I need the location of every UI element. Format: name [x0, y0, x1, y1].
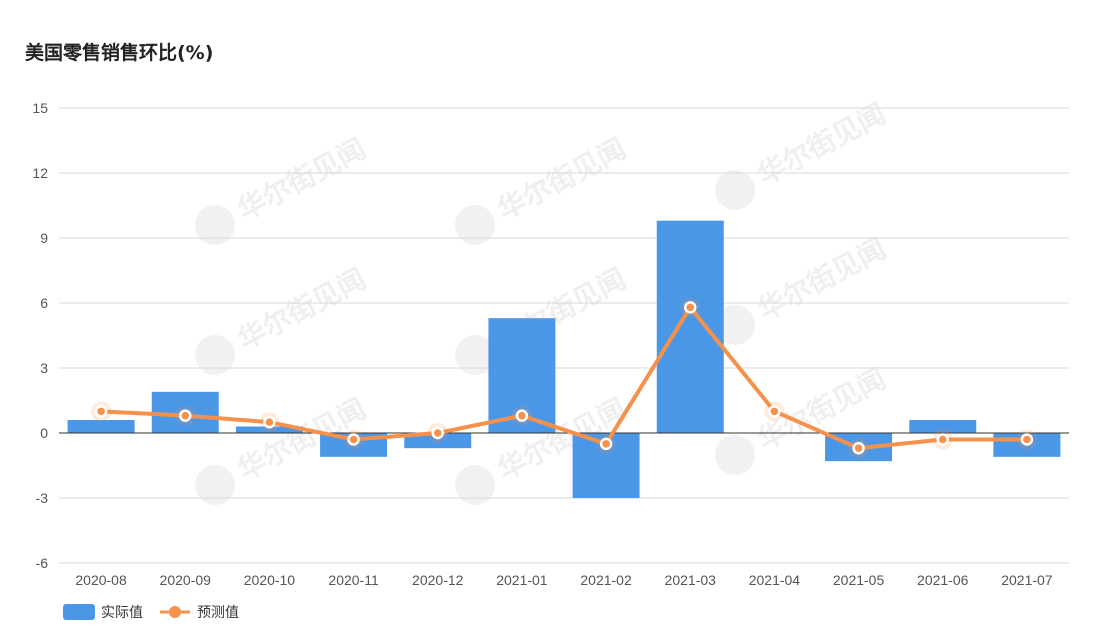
watermark-logo-icon: [715, 170, 755, 210]
forecast-point-2021-03[interactable]: [684, 301, 697, 314]
watermark-text: 华尔街见闻: [232, 132, 371, 227]
legend-swatch-forecast-dot: [169, 606, 181, 618]
x-tick-label: 2020-10: [244, 572, 296, 588]
bar-2020-12[interactable]: [404, 433, 472, 449]
legend-label-actual: 实际值: [101, 605, 143, 621]
y-tick-label: 9: [40, 230, 48, 246]
watermark-logo-icon: [455, 465, 495, 505]
legend-item-actual[interactable]: 实际值: [63, 604, 143, 621]
x-tick-label: 2021-07: [1001, 572, 1053, 588]
bar-2021-03[interactable]: [656, 220, 724, 433]
bar-2020-08[interactable]: [67, 420, 135, 433]
y-tick-label: 3: [40, 360, 48, 376]
x-axis-ticks: 2020-08 2020-09 2020-10 2020-11 2020-12 2021-…: [75, 572, 1052, 588]
forecast-point-2020-09[interactable]: [179, 409, 192, 422]
forecast-point-2021-05[interactable]: [852, 441, 865, 455]
y-tick-label: 6: [40, 295, 48, 311]
forecast-point-2021-06[interactable]: [936, 433, 949, 446]
grid-lines: [59, 107, 1069, 564]
y-tick-label: -3: [36, 490, 49, 506]
watermark: 华尔街见闻: [195, 132, 371, 245]
y-tick-label: 12: [32, 165, 48, 181]
legend-swatch-actual: [63, 604, 95, 620]
y-tick-label: -6: [36, 555, 49, 571]
forecast-point-2020-12[interactable]: [431, 426, 444, 440]
bar-2021-06[interactable]: [909, 420, 977, 433]
watermark: 华尔街见闻: [715, 97, 891, 210]
watermark: 华尔街见闻: [455, 132, 631, 245]
forecast-point-2021-01[interactable]: [515, 409, 529, 422]
watermark-text: 华尔街见闻: [492, 132, 631, 227]
chart-title: 美国零售销售环比(%): [25, 42, 214, 64]
bar-2020-10[interactable]: [235, 426, 303, 434]
watermark-text: 华尔街见闻: [752, 97, 891, 192]
line-series: [91, 297, 1037, 459]
watermark: 华尔街见闻: [715, 232, 891, 345]
watermark-logo-icon: [455, 205, 495, 245]
bar-series: [67, 220, 1061, 498]
watermark-text: 华尔街见闻: [752, 232, 891, 327]
y-tick-label: 15: [32, 100, 48, 116]
watermark-logo-icon: [195, 465, 235, 505]
forecast-point-2020-11[interactable]: [347, 433, 360, 446]
x-tick-label: 2021-03: [665, 572, 717, 588]
x-tick-label: 2021-02: [580, 572, 632, 588]
watermark: 华尔街见闻: [195, 262, 371, 375]
y-axis-ticks: 15 12 9 6 3 0 -3 -6: [32, 100, 48, 571]
legend-label-forecast: 预测值: [197, 605, 239, 621]
watermark: 华尔街见闻: [715, 362, 891, 475]
x-tick-label: 2020-08: [75, 572, 127, 588]
forecast-line: [100, 305, 1027, 451]
forecast-point-2021-04[interactable]: [768, 405, 781, 418]
watermark-logo-icon: [455, 335, 495, 375]
forecast-point-2021-07[interactable]: [1020, 433, 1034, 446]
x-tick-label: 2021-01: [496, 572, 548, 588]
forecast-point-2020-10[interactable]: [263, 415, 276, 429]
watermark-logo-icon: [195, 205, 235, 245]
x-tick-label: 2020-11: [328, 572, 379, 588]
forecast-point-2021-02[interactable]: [599, 437, 613, 451]
watermark-logo-icon: [715, 435, 755, 475]
legend[interactable]: 实际值 预测值: [63, 604, 239, 621]
x-tick-label: 2021-05: [833, 572, 885, 588]
x-tick-label: 2020-12: [412, 572, 464, 588]
watermark-text: 华尔街见闻: [232, 262, 371, 357]
x-tick-label: 2021-04: [749, 572, 801, 588]
forecast-point-2020-08[interactable]: [94, 405, 108, 418]
legend-item-forecast[interactable]: 预测值: [160, 605, 239, 621]
y-tick-label: 0: [40, 425, 48, 441]
x-tick-label: 2020-09: [160, 572, 212, 588]
watermark-logo-icon: [195, 335, 235, 375]
x-tick-label: 2021-06: [917, 572, 969, 588]
watermark-logo-icon: [715, 305, 755, 345]
